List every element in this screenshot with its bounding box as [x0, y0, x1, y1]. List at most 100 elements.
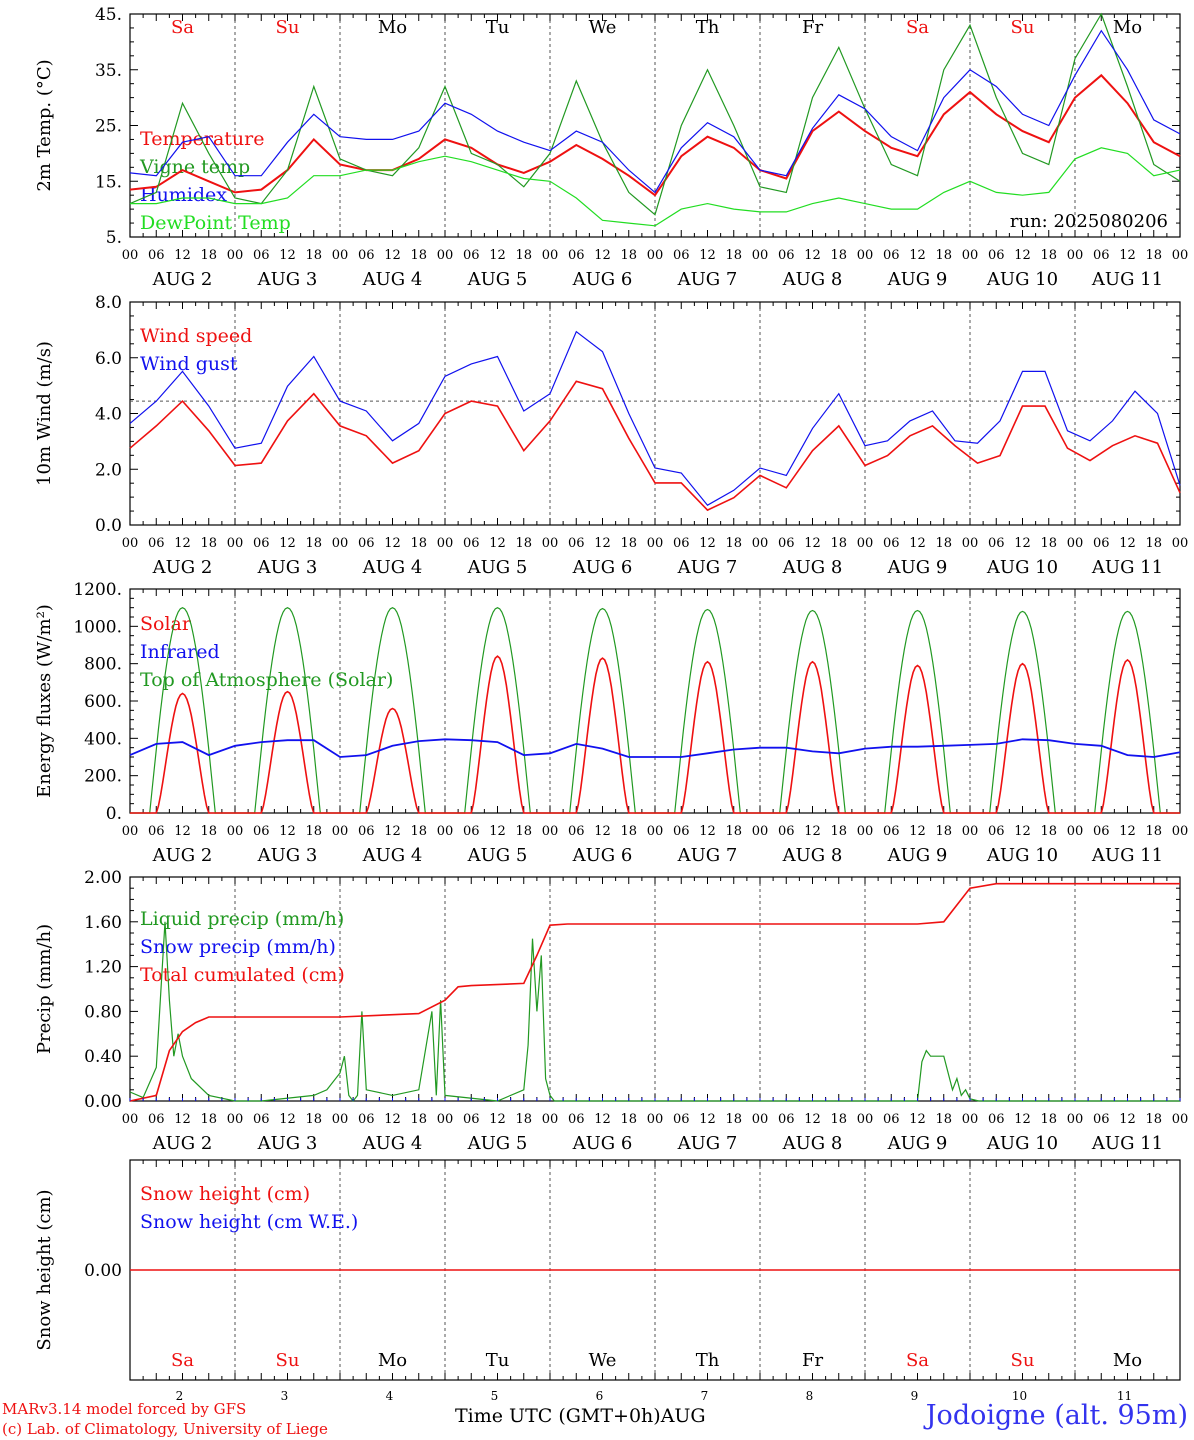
hour-tick-label: 00 — [857, 1112, 874, 1127]
weekday-label: Th — [696, 1350, 720, 1371]
hour-tick-label: 00 — [647, 248, 664, 263]
hour-tick-label: 06 — [673, 1112, 690, 1127]
hour-tick-label: 06 — [673, 248, 690, 263]
hour-tick-label: 12 — [1119, 536, 1136, 551]
hour-tick-label: 06 — [778, 536, 795, 551]
weekday-label: Su — [1011, 17, 1035, 38]
hour-tick-label: 00 — [1172, 1112, 1189, 1127]
panel-frame — [129, 588, 1181, 814]
hour-tick-label: 06 — [463, 824, 480, 839]
hour-tick-label: 06 — [358, 1112, 375, 1127]
hour-tick-label: 00 — [542, 248, 559, 263]
legend-entry: Snow height (cm) — [140, 1183, 310, 1205]
hour-tick-label: 00 — [647, 1112, 664, 1127]
y-tick-label: 400. — [84, 729, 122, 749]
hour-tick-label: 06 — [883, 248, 900, 263]
hour-tick-label: 18 — [410, 824, 427, 839]
date-label: AUG 4 — [362, 269, 423, 290]
y-tick-label: 0.80 — [84, 1002, 122, 1022]
date-label: AUG 6 — [572, 269, 633, 290]
hour-tick-label: 00 — [752, 824, 769, 839]
day-number-label: 9 — [911, 1389, 919, 1403]
date-label: AUG 6 — [572, 845, 633, 866]
weekday-label: Su — [276, 17, 300, 38]
hour-tick-label: 12 — [909, 248, 926, 263]
hour-tick-label: 18 — [515, 536, 532, 551]
hour-tick-label: 12 — [384, 536, 401, 551]
hour-tick-label: 12 — [594, 248, 611, 263]
hour-tick-label: 12 — [1014, 1112, 1031, 1127]
date-label: AUG 11 — [1091, 557, 1163, 578]
panel-frame — [129, 13, 1181, 238]
date-label: AUG 11 — [1091, 845, 1163, 866]
hour-tick-label: 18 — [305, 248, 322, 263]
hour-tick-label: 12 — [279, 536, 296, 551]
hour-tick-label: 06 — [568, 824, 585, 839]
hour-tick-label: 18 — [305, 1112, 322, 1127]
series-line-infrared — [129, 738, 1181, 758]
hour-tick-label: 06 — [988, 1112, 1005, 1127]
weekday-label: Tu — [486, 17, 510, 38]
hour-tick-label: 06 — [148, 248, 165, 263]
day-number-label: 2 — [176, 1389, 184, 1403]
hour-tick-label: 00 — [1172, 248, 1189, 263]
legend-entry: Infrared — [140, 641, 220, 663]
weekday-label: Mo — [1113, 1350, 1142, 1371]
legend-entry: Wind speed — [140, 325, 252, 347]
hour-tick-label: 12 — [174, 824, 191, 839]
panel-frame — [129, 301, 1181, 526]
hour-tick-label: 18 — [935, 536, 952, 551]
hour-tick-label: 06 — [148, 824, 165, 839]
hour-tick-label: 18 — [830, 248, 847, 263]
date-label: AUG 5 — [467, 1133, 528, 1154]
date-label: AUG 3 — [257, 269, 318, 290]
hour-tick-label: 18 — [620, 824, 637, 839]
hour-tick-label: 00 — [227, 536, 244, 551]
legend-entry: Snow height (cm W.E.) — [140, 1211, 358, 1233]
hour-tick-label: 06 — [883, 536, 900, 551]
y-tick-label: 2.0 — [95, 460, 122, 480]
hour-tick-label: 06 — [778, 248, 795, 263]
hour-tick-label: 00 — [857, 248, 874, 263]
series-line-liquid-precip — [129, 921, 1180, 1102]
y-tick-label: 800. — [84, 655, 122, 675]
y-tick-label: 1.20 — [84, 958, 122, 978]
hour-tick-label: 00 — [122, 1112, 139, 1127]
series-line-total-cumulated — [129, 882, 1180, 1102]
hour-tick-label: 18 — [515, 1112, 532, 1127]
y-tick-label: 0.00 — [84, 1261, 122, 1281]
date-label: AUG 5 — [467, 557, 528, 578]
hour-tick-label: 18 — [1040, 248, 1057, 263]
hour-tick-label: 12 — [1014, 536, 1031, 551]
day-number-label: 6 — [596, 1389, 604, 1403]
hour-tick-label: 00 — [962, 248, 979, 263]
hour-tick-label: 06 — [463, 536, 480, 551]
day-number-label: 10 — [1012, 1389, 1027, 1403]
hour-tick-label: 00 — [542, 1112, 559, 1127]
date-label: AUG 8 — [782, 845, 843, 866]
series-line-humidex — [129, 29, 1181, 194]
date-label: AUG 8 — [782, 557, 843, 578]
hour-tick-label: 12 — [174, 248, 191, 263]
hour-tick-label: 18 — [725, 248, 742, 263]
hour-tick-label: 12 — [279, 1112, 296, 1127]
hour-tick-label: 12 — [1119, 248, 1136, 263]
hour-tick-label: 12 — [804, 536, 821, 551]
hour-tick-label: 12 — [279, 824, 296, 839]
hour-tick-label: 12 — [594, 536, 611, 551]
run-label: run: 2025080206 — [1010, 211, 1168, 232]
date-label: AUG 10 — [986, 557, 1058, 578]
hour-tick-label: 18 — [935, 248, 952, 263]
weekday-label: Sa — [171, 17, 194, 38]
weekday-label: Mo — [378, 17, 407, 38]
hour-tick-label: 12 — [699, 1112, 716, 1127]
weekday-label: Tu — [486, 1350, 510, 1371]
hour-tick-label: 18 — [200, 248, 217, 263]
date-label: AUG 2 — [152, 845, 213, 866]
weekday-label: Th — [696, 17, 720, 38]
hour-tick-label: 00 — [1172, 824, 1189, 839]
date-label: AUG 4 — [362, 557, 423, 578]
hour-tick-label: 12 — [1119, 824, 1136, 839]
hour-tick-label: 00 — [227, 248, 244, 263]
hour-tick-label: 12 — [489, 1112, 506, 1127]
